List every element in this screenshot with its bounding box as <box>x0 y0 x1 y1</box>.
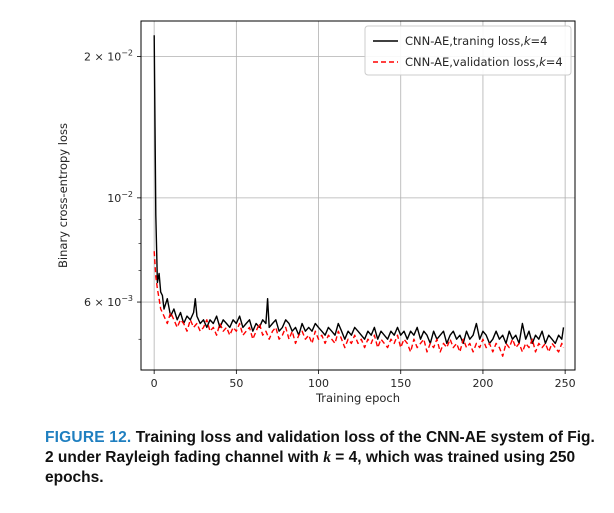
caption-label: FIGURE 12. <box>45 429 132 446</box>
y-tick-label: 2 × 10−2 <box>84 48 133 63</box>
x-tick-label: 0 <box>151 377 158 390</box>
x-tick-label: 200 <box>472 377 493 390</box>
x-tick-label: 250 <box>555 377 576 390</box>
x-tick-label: 100 <box>308 377 329 390</box>
caption-text-before: Training loss and validation loss of the… <box>45 429 595 466</box>
x-axis-label: Training epoch <box>315 391 400 405</box>
y-tick-label: 6 × 10−3 <box>84 294 133 309</box>
tick-labels: 0 50 100 150 200 250 2 × 10−2 10−2 6 × 10−3 <box>84 48 576 390</box>
figure-caption: FIGURE 12. Training loss and validation … <box>45 428 600 488</box>
x-tick-label: 50 <box>229 377 243 390</box>
loss-chart: 0 50 100 150 200 250 2 × 10−2 10−2 6 × 10−3 Trai… <box>56 20 576 405</box>
legend: CNN-AE,traning loss,k=4 CNN-AE,validation… <box>364 25 572 76</box>
series-line-training <box>153 35 565 345</box>
axis-ticks <box>137 56 566 374</box>
grid-lines <box>141 21 575 370</box>
caption-k: k <box>323 449 331 466</box>
legend-label-validation: CNN-AE,validation loss,k=4 <box>405 55 563 69</box>
y-axis-label: Binary cross-entropy loss <box>56 123 70 268</box>
legend-box <box>364 25 572 76</box>
caption-text-after: = 4, which was trained using 250 epochs. <box>45 449 576 486</box>
series-line-validation <box>153 251 565 357</box>
legend-label-training: CNN-AE,traning loss,k=4 <box>405 34 547 48</box>
y-tick-label: 10−2 <box>107 190 133 205</box>
plot-frame <box>140 20 576 371</box>
series-layer <box>153 35 565 357</box>
x-tick-label: 150 <box>390 377 411 390</box>
